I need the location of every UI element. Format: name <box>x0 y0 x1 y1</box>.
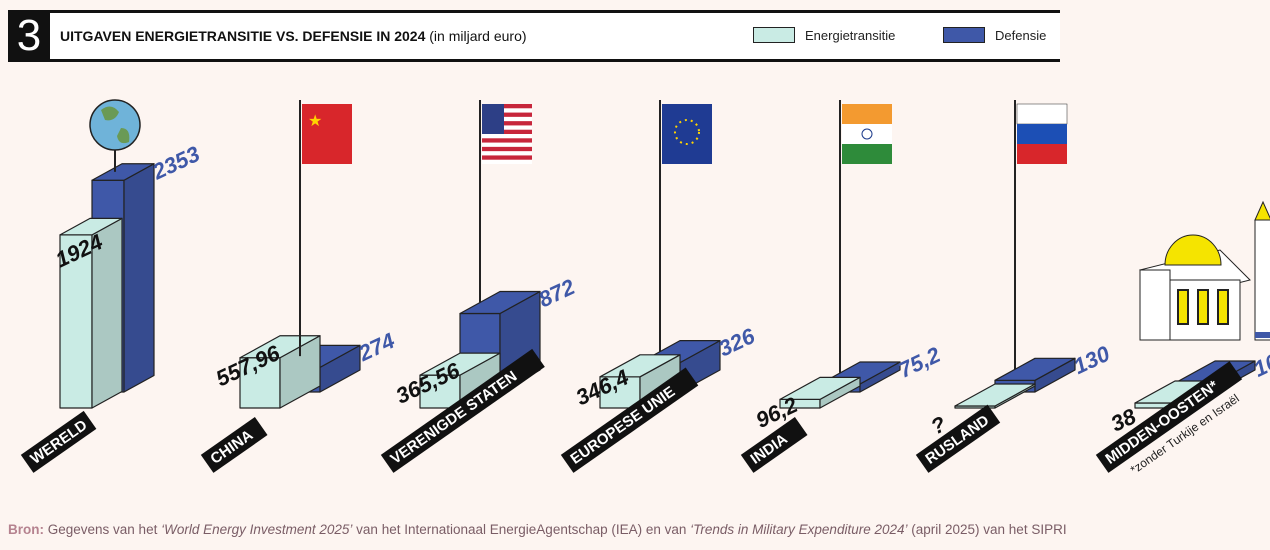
usa-flag-icon <box>482 104 532 164</box>
legend-label: Defensie <box>995 27 1047 43</box>
source-text: van het Internationaal EnergieAgentschap… <box>352 522 691 537</box>
flag-stars <box>674 119 700 145</box>
globe-icon <box>89 99 141 151</box>
category-label-bg <box>560 367 699 473</box>
category-label: WERELD <box>20 410 97 473</box>
category-label-bg <box>200 417 268 473</box>
legend-energy: Energietransitie <box>753 27 895 43</box>
flag-field <box>662 104 712 164</box>
energy-bar-top <box>954 383 1036 407</box>
legend-label: Energietransitie <box>805 27 896 43</box>
energy-bar-top <box>779 376 861 400</box>
category-label: CHINA <box>200 417 268 473</box>
flag-canton <box>482 104 504 134</box>
mosque-window <box>1197 289 1209 325</box>
flag-stripe <box>842 144 892 164</box>
flag-stripe <box>482 112 532 117</box>
defense-value-label: 75,2 <box>895 342 945 383</box>
defense-bar-side <box>123 163 155 393</box>
energy-bar-top <box>419 352 501 376</box>
category-label-bg <box>740 417 808 473</box>
mosque-window <box>1177 289 1189 325</box>
category-label-bg <box>1095 361 1243 473</box>
flag-chakra <box>861 128 873 140</box>
russia-flag-icon <box>1016 103 1068 164</box>
india-flag-icon <box>842 104 892 164</box>
flag-stripe <box>842 104 892 124</box>
source-note: Bron: Gegevens van het ‘World Energy Inv… <box>8 522 1067 537</box>
category-label-bg <box>20 410 97 473</box>
flag-stripe <box>482 155 532 160</box>
category-label-bg <box>380 348 545 473</box>
flag-stripe <box>482 121 532 126</box>
chart-number: 3 <box>8 13 50 59</box>
defense-bar-top <box>91 163 155 181</box>
source-text: Gegevens van het <box>44 522 162 537</box>
flag-star: ★ <box>308 113 322 130</box>
flag-stripe <box>1017 124 1067 144</box>
legend-defense: Defensie <box>943 27 1046 43</box>
minaret-top <box>1254 200 1270 221</box>
category-label-bg <box>915 404 1001 473</box>
flag-stripe <box>1017 144 1067 164</box>
mosque-window <box>1217 289 1229 325</box>
minaret <box>1254 219 1270 341</box>
chart-header: 3 UITGAVEN ENERGIETRANSITIE VS. DEFENSIE… <box>8 10 1060 62</box>
title-bold: UITGAVEN ENERGIETRANSITIE VS. DEFENSIE I… <box>60 28 426 44</box>
chart-title: UITGAVEN ENERGIETRANSITIE VS. DEFENSIE I… <box>60 28 527 44</box>
flag-field <box>302 104 352 164</box>
legend-swatch-energy <box>753 27 795 43</box>
defense-value-label: 100 <box>1250 343 1270 381</box>
energy-bar-top <box>599 354 681 378</box>
flag-stripe <box>482 138 532 143</box>
defense-value-label: 326 <box>715 323 760 361</box>
flag-stripe <box>482 146 532 152</box>
minaret-band <box>1255 332 1270 338</box>
eu-flag-icon <box>662 104 712 164</box>
title-unit: (in miljard euro) <box>429 28 527 44</box>
mosque-wall <box>1139 269 1171 341</box>
category-label-text: WERELD <box>27 417 90 468</box>
china-flag-icon: ★ <box>302 104 352 164</box>
mosque-icon <box>1139 200 1270 341</box>
defense-value-label: 130 <box>1070 341 1115 379</box>
flag-stripe <box>482 104 532 109</box>
flag-stripe <box>1016 103 1068 125</box>
defense-value-label: 2353 <box>148 141 204 185</box>
flag-stripe <box>482 129 532 134</box>
column-group-china: 557,96 274★CHINA <box>200 100 399 473</box>
energy-bar-top <box>59 217 123 236</box>
defense-bar-top <box>459 290 541 315</box>
defense-bar-top <box>994 357 1076 381</box>
source-text: (april 2025) van het SIPRI <box>907 522 1067 537</box>
legend-swatch-defense <box>943 27 985 43</box>
category-label: RUSLAND <box>915 404 1001 473</box>
mosque-dome <box>1164 234 1222 266</box>
globe-land <box>101 106 130 144</box>
flag-stripe <box>842 124 892 144</box>
source-title: ‘World Energy Investment 2025’ <box>161 522 353 537</box>
defense-value-label: 872 <box>535 274 580 312</box>
source-title: ‘Trends in Military Expenditure 2024’ <box>690 522 908 537</box>
source-label: Bron: <box>8 522 44 537</box>
